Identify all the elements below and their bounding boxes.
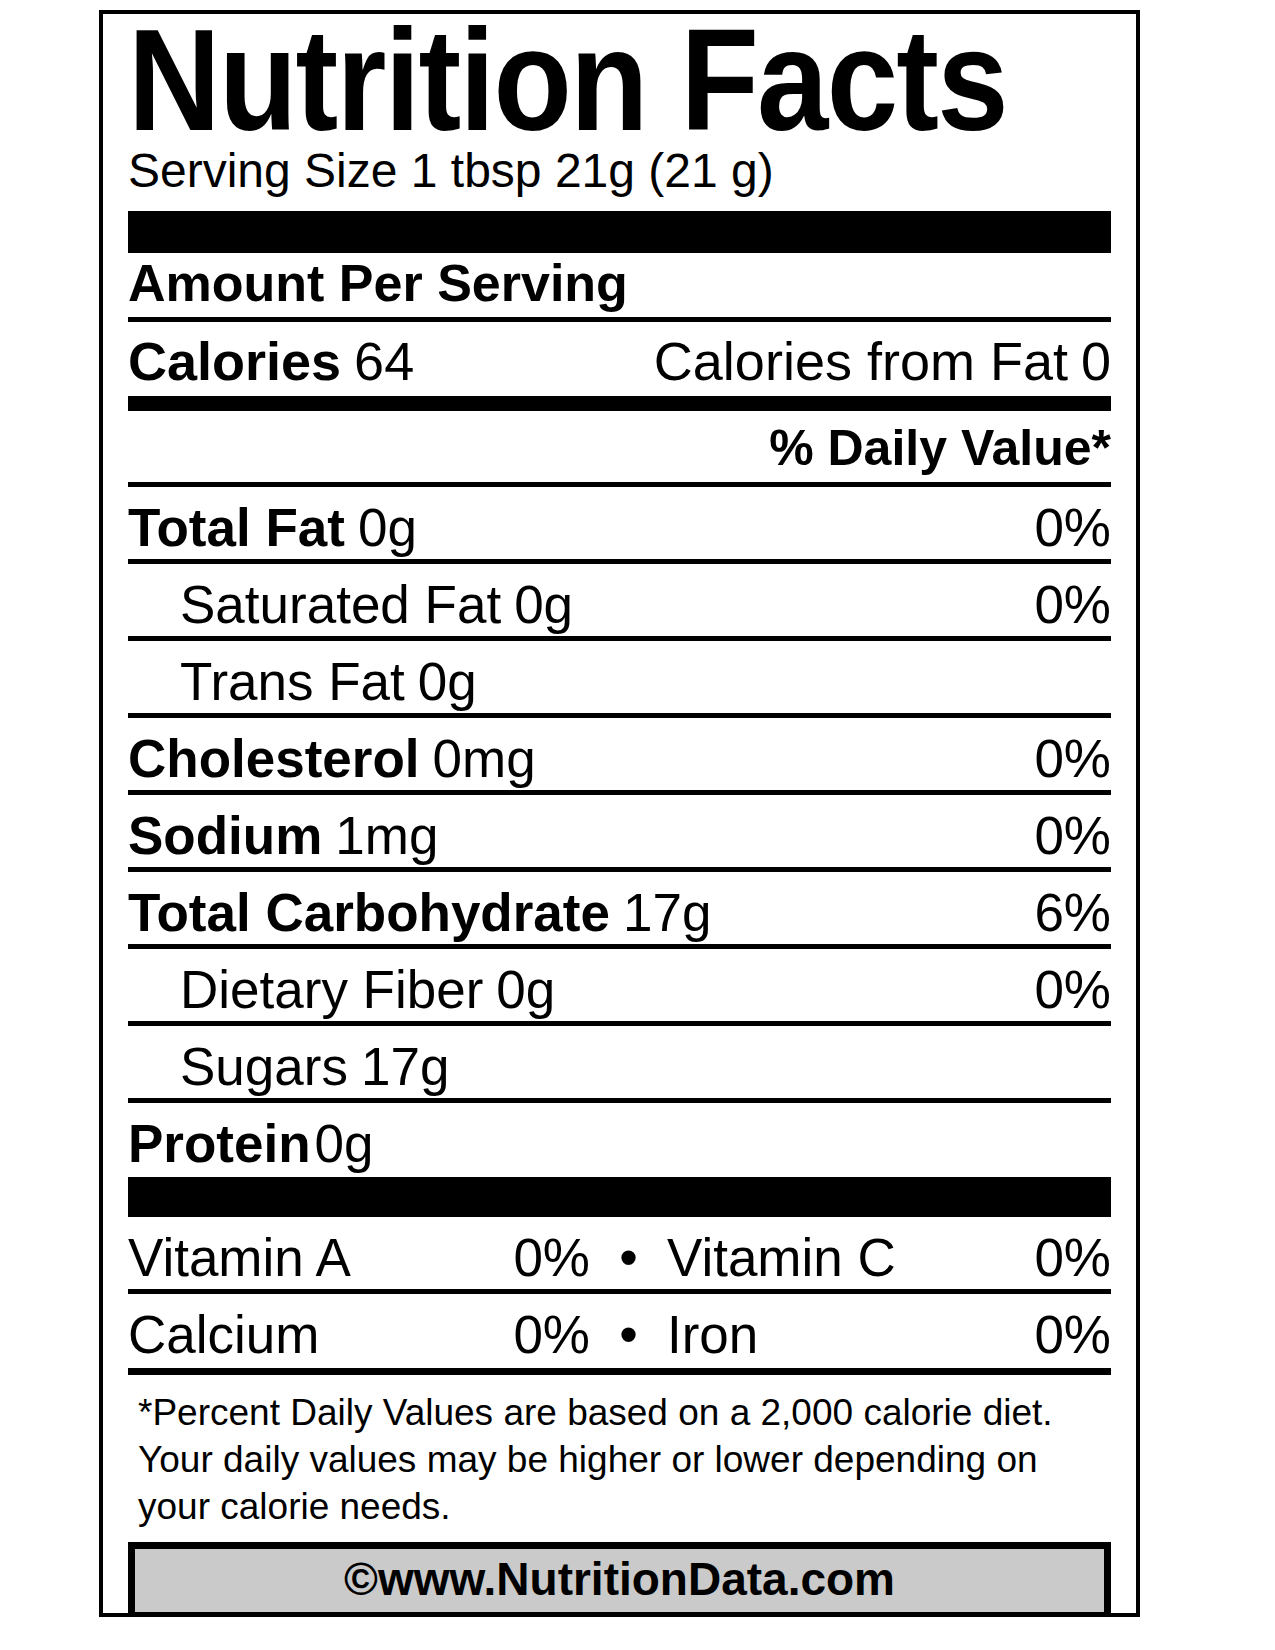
nutrient-row-sodium: Sodium1mg 0% [128,795,1111,872]
amount-per-serving-heading: Amount Per Serving [128,253,1111,322]
calories-from-fat-value: 0 [1081,331,1111,391]
iron-value: 0% [1034,1308,1111,1362]
bullet-separator: • [590,1308,667,1362]
calories-label-value: Calories64 [128,334,414,388]
nutrient-row-trans-fat: Trans Fat0g [128,641,1111,718]
separator-bar-bottom [128,1177,1111,1217]
daily-value-header: % Daily Value* [128,411,1111,487]
iron-label: Iron [667,1308,758,1362]
calories-from-fat: Calories from Fat0 [654,334,1111,388]
nutrient-row-sugars: Sugars17g [128,1026,1111,1103]
daily-value: 0% [1034,963,1111,1017]
vitamin-c-value: 0% [1034,1231,1111,1285]
nutrition-facts-label: Nutrition Facts Serving Size 1 tbsp 21g … [99,10,1140,1617]
label-title: Nutrition Facts [128,28,998,134]
vitamin-c-label: Vitamin C [667,1231,896,1285]
calories-from-fat-label: Calories from Fat [654,331,1068,391]
separator-bar-mid [128,396,1111,411]
calories-value: 64 [354,331,414,391]
vitamin-a-label: Vitamin A [128,1231,351,1285]
nutrient-row-protein: Protein0g [128,1103,1111,1177]
nutrient-row-total-fat: Total Fat0g 0% [128,487,1111,564]
calories-row: Calories64 Calories from Fat0 [128,322,1111,396]
bullet-separator: • [590,1231,667,1285]
micronutrient-row-minerals: Calcium 0% • Iron 0% [128,1294,1111,1375]
daily-value: 6% [1034,886,1111,940]
page: { "label": { "title": "Nutrition Facts",… [0,0,1275,1650]
nutrient-row-cholesterol: Cholesterol0mg 0% [128,718,1111,795]
micronutrient-row-vitamins: Vitamin A 0% • Vitamin C 0% [128,1217,1111,1294]
daily-value: 0% [1034,809,1111,863]
calories-label: Calories [128,331,341,391]
daily-value-footnote: *Percent Daily Values are based on a 2,0… [128,1375,1111,1530]
nutrient-row-dietary-fiber: Dietary Fiber0g 0% [128,949,1111,1026]
calcium-label: Calcium [128,1308,319,1362]
vitamin-a-value: 0% [513,1231,590,1285]
calcium-value: 0% [513,1308,590,1362]
daily-value: 0% [1034,501,1111,555]
copyright-banner: ©www.NutritionData.com [128,1542,1111,1617]
daily-value: 0% [1034,732,1111,786]
nutrient-row-saturated-fat: Saturated Fat0g 0% [128,564,1111,641]
separator-bar-top [128,211,1111,253]
daily-value: 0% [1034,578,1111,632]
nutrient-row-total-carbohydrate: Total Carbohydrate17g 6% [128,872,1111,949]
